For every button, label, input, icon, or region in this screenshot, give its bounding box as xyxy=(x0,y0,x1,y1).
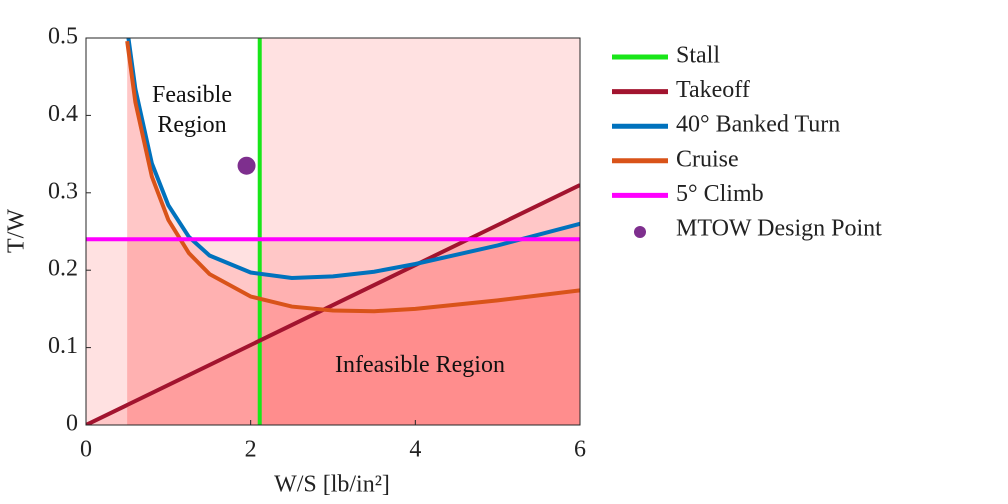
y-tick-label: 0.5 xyxy=(48,24,78,50)
y-tick-label: 0.1 xyxy=(48,333,78,359)
series-line xyxy=(86,183,580,425)
y-axis-label: T/W xyxy=(4,209,30,253)
x-tick-label: 2 xyxy=(245,437,257,463)
infeasible-fill xyxy=(127,41,580,425)
y-tick-label: 0.4 xyxy=(48,101,78,127)
legend-label: MTOW Design Point xyxy=(676,216,882,242)
infeasible-fill xyxy=(127,38,580,425)
y-tick-label: 0.3 xyxy=(48,178,78,204)
legend-label: 5° Climb xyxy=(676,181,764,207)
legend-label: Cruise xyxy=(676,146,739,172)
x-tick-label: 4 xyxy=(409,437,421,463)
y-tick-label: 0 xyxy=(66,411,78,437)
y-tick-label: 0.2 xyxy=(48,256,78,282)
series-line xyxy=(125,40,580,314)
legend-label: 40° Banked Turn xyxy=(676,112,840,138)
x-tick-label: 0 xyxy=(80,437,92,463)
lines xyxy=(86,38,580,425)
x-axis-label: W/S [lb/in²] xyxy=(274,472,390,498)
legend-label: Stall xyxy=(676,43,720,69)
axes-box xyxy=(85,37,581,426)
design-point xyxy=(237,156,256,175)
series-line xyxy=(126,38,580,280)
legend-label: Takeoff xyxy=(676,77,750,103)
x-tick-label: 6 xyxy=(574,437,586,463)
annotation: Feasible Region xyxy=(152,82,232,138)
legend-marker xyxy=(634,226,646,238)
annotation: Infeasible Region xyxy=(335,352,505,378)
infeasible-fill xyxy=(259,38,580,425)
infeasible-fill xyxy=(86,239,580,425)
